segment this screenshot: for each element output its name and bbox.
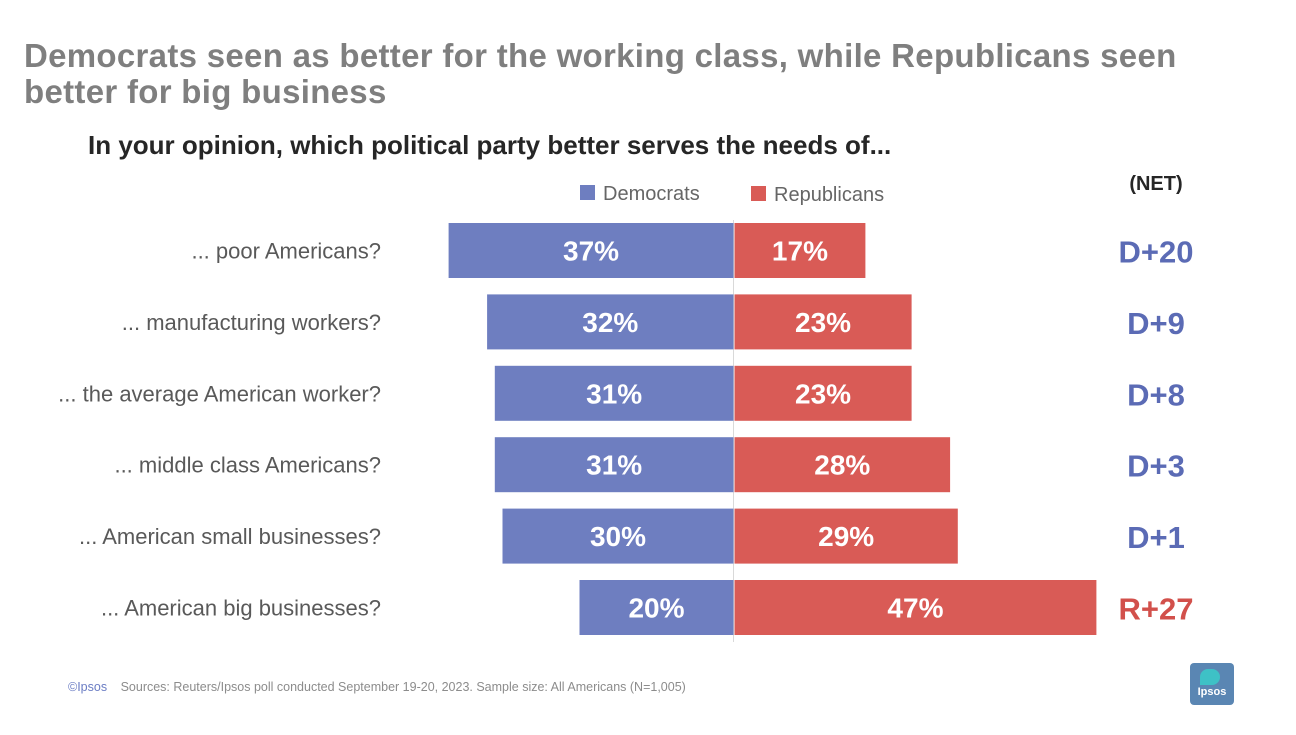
copyright-text: ©Ipsos [68, 680, 108, 694]
category-label: ... the average American worker? [58, 381, 381, 406]
data-label-democrats: 32% [582, 307, 638, 338]
bar-democrats [494, 437, 734, 493]
legend-swatch-democrats [580, 185, 595, 200]
bar-republicans [734, 294, 912, 350]
net-value: D+3 [1127, 449, 1185, 484]
bar-democrats [579, 580, 734, 635]
chart-title: Democrats seen as better for the working… [24, 37, 1177, 110]
net-value: R+27 [1119, 592, 1194, 627]
data-label-republicans: 29% [818, 521, 874, 552]
data-label-democrats: 20% [628, 593, 684, 624]
net-header: (NET) [1129, 173, 1182, 195]
data-label-democrats: 31% [586, 378, 642, 409]
chart-subtitle: In your opinion, which political party b… [88, 130, 892, 160]
footer: ©Ipsos Sources: Reuters/Ipsos poll condu… [68, 680, 686, 694]
data-label-democrats: 31% [586, 450, 642, 481]
category-label: ... manufacturing workers? [122, 310, 381, 335]
bar-republicans [734, 223, 866, 278]
net-value: D+20 [1119, 235, 1194, 270]
source-note: Sources: Reuters/Ipsos poll conducted Se… [120, 680, 686, 694]
net-value: D+1 [1127, 520, 1185, 555]
data-label-republicans: 47% [887, 593, 943, 624]
data-label-democrats: 37% [563, 236, 619, 267]
category-label: ... poor Americans? [191, 239, 381, 264]
legend-swatch-republicans [751, 186, 766, 201]
bar-republicans [734, 365, 912, 421]
bar-republicans [734, 437, 951, 493]
bar-democrats [502, 508, 734, 564]
category-label: ... American big businesses? [101, 596, 381, 621]
bar-democrats [494, 365, 734, 421]
data-label-republicans: 17% [772, 236, 828, 267]
net-value: D+8 [1127, 377, 1185, 412]
logo-mark-icon [1200, 669, 1220, 685]
data-label-democrats: 30% [590, 521, 646, 552]
bar-democrats [448, 223, 734, 278]
bar-republicans [734, 580, 1097, 635]
ipsos-logo: Ipsos [1190, 663, 1234, 705]
net-value: D+9 [1127, 306, 1185, 341]
category-label: ... middle class Americans? [114, 453, 381, 478]
category-label: ... American small businesses? [79, 524, 381, 549]
data-label-republicans: 23% [795, 307, 851, 338]
logo-text: Ipsos [1197, 686, 1227, 698]
bar-democrats [487, 294, 734, 350]
legend-label-republicans: Republicans [774, 184, 884, 206]
data-label-republicans: 23% [795, 378, 851, 409]
bar-republicans [734, 508, 958, 564]
legend-label-democrats: Democrats [603, 183, 700, 205]
data-label-republicans: 28% [814, 450, 870, 481]
